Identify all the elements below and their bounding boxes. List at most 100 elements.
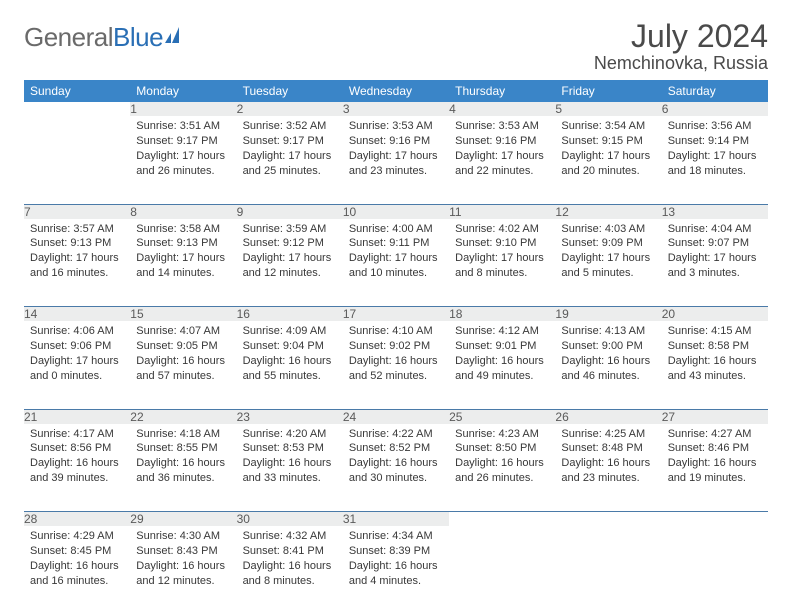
weekday-header: Sunday: [24, 80, 130, 102]
sunset-text: Sunset: 8:50 PM: [455, 442, 536, 454]
day-number: 16: [237, 307, 343, 322]
day-cell: [662, 526, 768, 614]
day-details: Sunrise: 4:27 AMSunset: 8:46 PMDaylight:…: [662, 424, 768, 490]
day-details: Sunrise: 3:53 AMSunset: 9:16 PMDaylight:…: [449, 116, 555, 182]
daylight-text: Daylight: 17 hours: [668, 150, 757, 162]
sunrise-text: Sunrise: 4:29 AM: [30, 530, 114, 542]
location: Nemchinovka, Russia: [594, 53, 768, 74]
day-number: 13: [662, 204, 768, 219]
weekday-header: Tuesday: [237, 80, 343, 102]
daylight-text: and 26 minutes.: [136, 165, 214, 177]
daylight-text: and 18 minutes.: [668, 165, 746, 177]
day-number: 30: [237, 512, 343, 527]
day-number: [24, 102, 130, 116]
weekday-header: Wednesday: [343, 80, 449, 102]
day-cell: Sunrise: 4:06 AMSunset: 9:06 PMDaylight:…: [24, 321, 130, 409]
chart-icon: [165, 25, 191, 48]
daylight-text: and 20 minutes.: [561, 165, 639, 177]
day-details: Sunrise: 4:00 AMSunset: 9:11 PMDaylight:…: [343, 219, 449, 285]
day-cell: [24, 116, 130, 204]
day-number: 28: [24, 512, 130, 527]
day-cell: Sunrise: 3:53 AMSunset: 9:16 PMDaylight:…: [449, 116, 555, 204]
sunrise-text: Sunrise: 4:15 AM: [668, 325, 752, 337]
day-details: Sunrise: 4:17 AM Sunset: 8:56 PM Daylight:…: [24, 424, 130, 490]
day-details: Sunrise: 4:10 AMSunset: 9:02 PMDaylight:…: [343, 321, 449, 387]
sunset-text: Sunset: 9:16 PM: [349, 135, 430, 147]
day-cell: Sunrise: 4:10 AMSunset: 9:02 PMDaylight:…: [343, 321, 449, 409]
logo-text-2: Blue: [113, 22, 163, 52]
day-number: 11: [449, 204, 555, 219]
sunrise-text: Sunrise: 3:54 AM: [561, 120, 645, 132]
day-number: 4: [449, 102, 555, 116]
day-number: 6: [662, 102, 768, 116]
daylight-text: Daylight: 17 hours: [349, 252, 438, 264]
week-row: Sunrise: 3:57 AMSunset: 9:13 PMDaylight:…: [24, 219, 768, 307]
daylight-text: Daylight: 17 hours: [136, 150, 225, 162]
day-cell: Sunrise: 3:54 AMSunset: 9:15 PMDaylight:…: [555, 116, 661, 204]
daylight-text: Daylight: 16 hours: [561, 355, 650, 367]
sunrise-text: Sunrise: 3:56 AM: [668, 120, 752, 132]
sunset-text: Sunset: 9:13 PM: [30, 237, 111, 249]
sunrise-text: Sunrise: 4:30 AM: [136, 530, 220, 542]
day-cell: Sunrise: 4:00 AMSunset: 9:11 PMDaylight:…: [343, 219, 449, 307]
sunset-text: Sunset: 8:55 PM: [136, 442, 217, 454]
calendar-table: Sunday Monday Tuesday Wednesday Thursday…: [24, 80, 768, 614]
day-number: 3: [343, 102, 449, 116]
daylight-text: Daylight: 16 hours: [30, 457, 119, 469]
daylight-text: Daylight: 17 hours: [30, 252, 119, 264]
day-cell: Sunrise: 3:53 AMSunset: 9:16 PMDaylight:…: [343, 116, 449, 204]
sunrise-text: Sunrise: 4:32 AM: [243, 530, 327, 542]
day-details: Sunrise: 4:02 AMSunset: 9:10 PMDaylight:…: [449, 219, 555, 285]
day-cell: Sunrise: 3:52 AMSunset: 9:17 PMDaylight:…: [237, 116, 343, 204]
daylight-text: and 22 minutes.: [455, 165, 533, 177]
daylight-text: Daylight: 17 hours: [455, 252, 544, 264]
daylight-text: Daylight: 17 hours: [668, 252, 757, 264]
day-number: 1: [130, 102, 236, 116]
sunrise-text: Sunrise: 4:22 AM: [349, 428, 433, 440]
day-number: 26: [555, 409, 661, 424]
daylight-text: and 16 minutes.: [30, 575, 108, 587]
day-number: 31: [343, 512, 449, 527]
daylight-text: and 23 minutes.: [349, 165, 427, 177]
sunrise-text: Sunrise: 4:17 AM: [30, 428, 114, 440]
weekday-header: Friday: [555, 80, 661, 102]
logo: GeneralBlue: [24, 22, 191, 53]
sunrise-text: Sunrise: 4:04 AM: [668, 223, 752, 235]
day-details: Sunrise: 4:03 AMSunset: 9:09 PMDaylight:…: [555, 219, 661, 285]
sunset-text: Sunset: 9:00 PM: [561, 340, 642, 352]
day-cell: [555, 526, 661, 614]
day-number: 17: [343, 307, 449, 322]
day-details: Sunrise: 4:04 AMSunset: 9:07 PMDaylight:…: [662, 219, 768, 285]
daylight-text: Daylight: 17 hours: [136, 252, 225, 264]
day-cell: Sunrise: 4:07 AMSunset: 9:05 PMDaylight:…: [130, 321, 236, 409]
sunset-text: Sunset: 9:12 PM: [243, 237, 324, 249]
daylight-text: Daylight: 17 hours: [30, 355, 119, 367]
daylight-text: and 0 minutes.: [30, 370, 102, 382]
day-number: 10: [343, 204, 449, 219]
daylight-text: Daylight: 16 hours: [561, 457, 650, 469]
sunrise-text: Sunrise: 4:03 AM: [561, 223, 645, 235]
sunrise-text: Sunrise: 4:00 AM: [349, 223, 433, 235]
sunset-text: Sunset: 8:46 PM: [668, 442, 749, 454]
daylight-text: Daylight: 16 hours: [349, 355, 438, 367]
day-cell: Sunrise: 4:09 AMSunset: 9:04 PMDaylight:…: [237, 321, 343, 409]
day-details: Sunrise: 4:09 AMSunset: 9:04 PMDaylight:…: [237, 321, 343, 387]
sunrise-text: Sunrise: 4:06 AM: [30, 325, 114, 337]
daylight-text: Daylight: 17 hours: [349, 150, 438, 162]
calendar-body: 123456Sunrise: 3:51 AMSunset: 9:17 PMDay…: [24, 102, 768, 614]
day-number: 7: [24, 204, 130, 219]
sunset-text: Sunset: 8:56 PM: [30, 442, 111, 454]
day-details: [662, 526, 768, 533]
day-cell: Sunrise: 3:59 AMSunset: 9:12 PMDaylight:…: [237, 219, 343, 307]
sunset-text: Sunset: 9:17 PM: [136, 135, 217, 147]
week-row: Sunrise: 4:29 AMSunset: 8:45 PMDaylight:…: [24, 526, 768, 614]
sunrise-text: Sunrise: 3:59 AM: [243, 223, 327, 235]
daylight-text: and 57 minutes.: [136, 370, 214, 382]
daylight-text: and 46 minutes.: [561, 370, 639, 382]
daylight-text: and 8 minutes.: [455, 267, 527, 279]
day-details: Sunrise: 3:56 AMSunset: 9:14 PMDaylight:…: [662, 116, 768, 182]
sunrise-text: Sunrise: 4:23 AM: [455, 428, 539, 440]
daylight-text: and 49 minutes.: [455, 370, 533, 382]
day-number: 27: [662, 409, 768, 424]
day-number: 2: [237, 102, 343, 116]
